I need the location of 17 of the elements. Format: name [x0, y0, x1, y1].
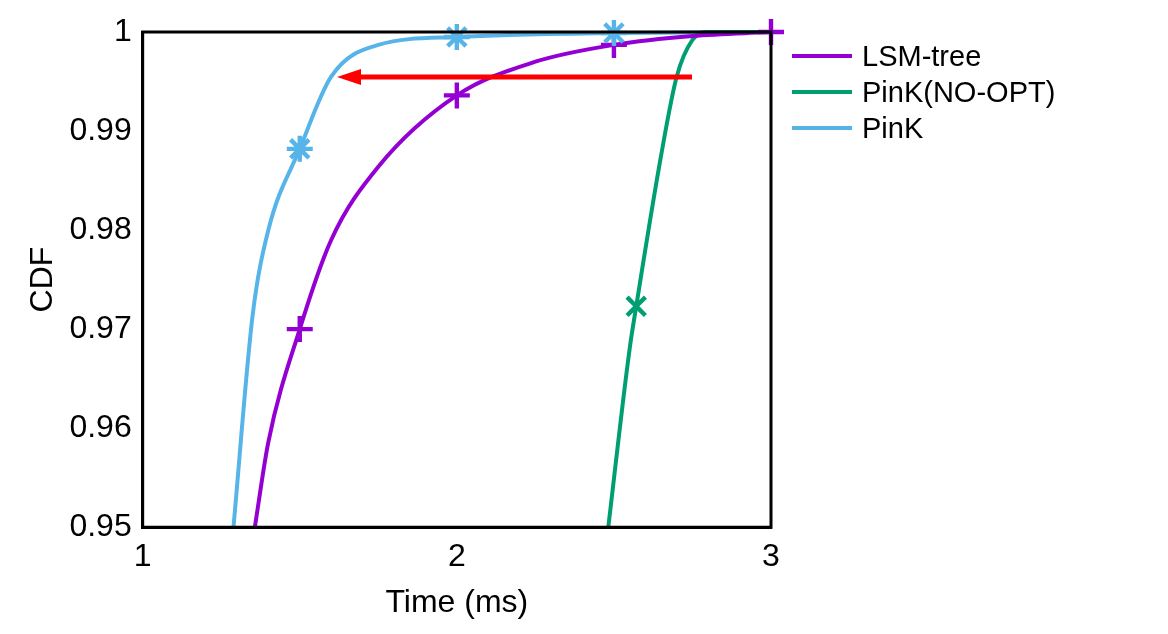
x-tick-label: 3 [762, 537, 780, 574]
y-tick-label: 0.96 [69, 407, 132, 444]
legend-label: PinK [862, 111, 924, 145]
point [286, 135, 313, 162]
point [443, 82, 470, 109]
x-axis-title: Time (ms) [385, 582, 529, 619]
y-tick-label: 0.98 [69, 209, 132, 246]
point [286, 316, 313, 343]
legend-label: PinK(NO-OPT) [862, 75, 1056, 109]
y-tick-label: 0.99 [69, 110, 132, 147]
x-tick-label: 2 [447, 537, 466, 574]
y-tick-label: 0.95 [69, 507, 132, 544]
y-axis-title: CDF [23, 246, 60, 313]
y-tick-label: 0.97 [69, 308, 132, 345]
y-tick-label: 1 [113, 11, 132, 48]
legend-label: LSM-tree [862, 39, 982, 73]
point [625, 295, 647, 318]
